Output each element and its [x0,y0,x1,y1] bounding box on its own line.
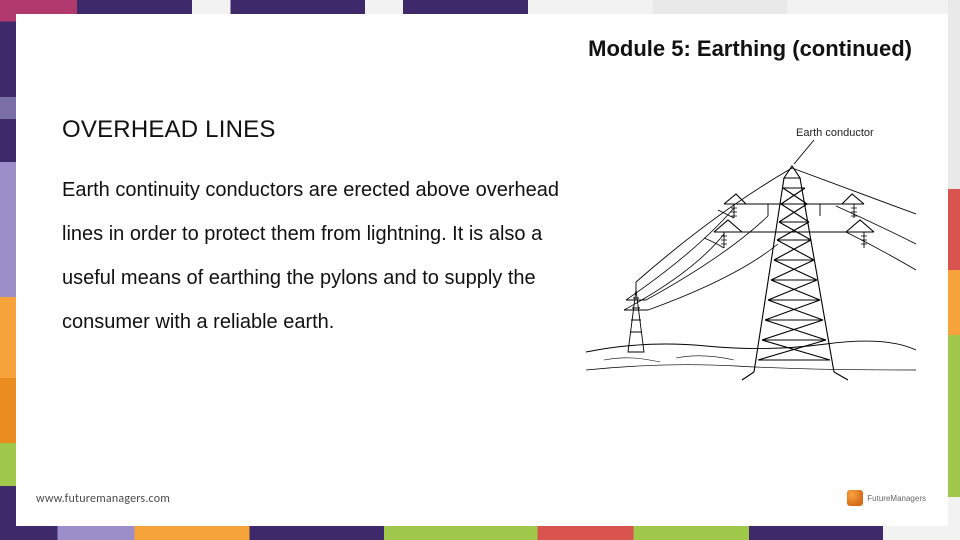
text-column: OVERHEAD LINES Earth continuity conducto… [62,116,578,344]
decorative-border-left [0,0,16,540]
module-title: Module 5: Earthing (continued) [62,36,916,62]
slide-content: Module 5: Earthing (continued) OVERHEAD … [16,14,948,526]
diagram-column: Earth conductor [586,116,916,412]
logo-mark-icon [847,490,863,506]
presentation-slide: 101101101 Module 5: Earthing (continued)… [0,0,960,540]
pylon-diagram: Earth conductor [586,122,916,412]
section-heading: OVERHEAD LINES [62,116,578,144]
footer-brand: FutureManagers [867,494,926,503]
body-text: Earth continuity conductors are erected … [62,168,578,344]
decorative-border-right [948,0,960,540]
decorative-border-bottom [0,526,960,540]
distant-pylon-icon [624,282,648,352]
footer-logo: FutureManagers [847,490,926,506]
diagram-label: Earth conductor [796,127,874,139]
footer-url: www.futuremanagers.com [36,492,170,506]
decorative-border-top [0,0,960,14]
content-row: OVERHEAD LINES Earth continuity conducto… [62,116,916,412]
